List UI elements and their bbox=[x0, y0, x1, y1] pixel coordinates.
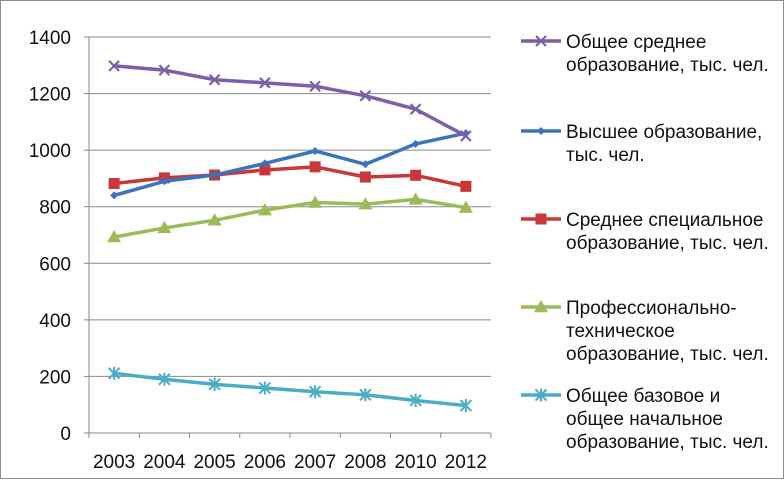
legend-label: техническое bbox=[566, 321, 675, 342]
legend-marker bbox=[534, 388, 548, 402]
x-tick-label: 2012 bbox=[445, 452, 487, 473]
data-point bbox=[411, 139, 420, 148]
data-point bbox=[410, 169, 422, 181]
data-point bbox=[359, 388, 372, 402]
legend-label: Среднее специальное bbox=[566, 210, 763, 231]
legend-item: Профессионально-техническоеобразование, … bbox=[521, 298, 769, 365]
legend-item: Высшее образование,тыс. чел. bbox=[521, 122, 762, 166]
data-point bbox=[309, 80, 321, 92]
legend-marker bbox=[537, 127, 545, 135]
axes: 0 200 400 600 800 1000 1200 1400 2003 2004 2005 200… bbox=[29, 28, 492, 473]
data-point bbox=[108, 60, 120, 72]
legend-marker bbox=[535, 213, 547, 225]
data-point bbox=[208, 73, 221, 86]
data-point bbox=[260, 159, 269, 168]
data-point bbox=[308, 385, 322, 399]
y-tick-label: 1400 bbox=[29, 28, 71, 49]
series-3 bbox=[108, 161, 472, 192]
data-point bbox=[110, 191, 119, 200]
data-point bbox=[259, 77, 271, 89]
series-1 bbox=[108, 60, 472, 142]
series-line bbox=[112, 131, 468, 198]
legend-label: общее начальное bbox=[566, 409, 723, 430]
data-point bbox=[458, 200, 473, 213]
legend-label: образование, тыс. чел. bbox=[566, 233, 769, 254]
data-point bbox=[459, 399, 473, 413]
data-point bbox=[107, 366, 121, 380]
legend-label: тыс. чел. bbox=[566, 145, 645, 166]
legend-label: Общее базовое и bbox=[566, 386, 720, 407]
data-point bbox=[208, 377, 221, 391]
data-point bbox=[207, 213, 222, 226]
data-point bbox=[108, 178, 120, 190]
legend-label: Высшее образование, bbox=[566, 122, 762, 143]
y-tick-label: 400 bbox=[39, 311, 71, 332]
data-point bbox=[409, 103, 422, 115]
data-point bbox=[409, 393, 422, 407]
legend-marker bbox=[535, 35, 547, 47]
data-point bbox=[460, 180, 472, 192]
series-line bbox=[112, 64, 468, 138]
y-tick-label: 600 bbox=[39, 254, 71, 275]
data-point bbox=[160, 177, 169, 186]
series-line bbox=[112, 197, 468, 239]
data-point bbox=[460, 130, 472, 142]
legend-label: Общее среднее bbox=[566, 32, 706, 53]
legend-label: Профессионально- bbox=[566, 298, 737, 319]
series-2 bbox=[110, 129, 470, 200]
data-point bbox=[157, 220, 172, 234]
data-point bbox=[308, 195, 323, 208]
x-tick-label: 2007 bbox=[294, 452, 336, 473]
data-point bbox=[361, 160, 370, 169]
x-tick-label: 2008 bbox=[344, 452, 386, 473]
legend-marker bbox=[534, 300, 548, 313]
data-point bbox=[259, 164, 271, 176]
data-point bbox=[158, 372, 171, 386]
legend-label: образование, тыс. чел. bbox=[566, 432, 769, 453]
series-layer bbox=[107, 60, 473, 413]
data-point bbox=[257, 203, 272, 216]
y-tick-label: 1000 bbox=[29, 141, 71, 162]
x-tick-label: 2005 bbox=[193, 452, 235, 473]
series-5 bbox=[107, 366, 473, 413]
x-tick-label: 2004 bbox=[143, 452, 186, 473]
x-tick-label: 2003 bbox=[93, 452, 135, 473]
data-point bbox=[359, 171, 371, 183]
series-4 bbox=[107, 192, 473, 243]
data-point bbox=[311, 146, 320, 155]
x-tick-label: 2006 bbox=[244, 452, 286, 473]
data-point bbox=[408, 192, 423, 205]
series-line bbox=[112, 371, 468, 408]
data-point bbox=[258, 381, 272, 395]
y-tick-label: 0 bbox=[60, 424, 71, 445]
gridlines bbox=[89, 36, 491, 377]
y-tick-label: 200 bbox=[39, 367, 71, 388]
data-point bbox=[309, 161, 321, 173]
legend-label: образование, тыс. чел. bbox=[566, 55, 769, 76]
data-point bbox=[158, 64, 171, 76]
legend-label: образование, тыс. чел. bbox=[566, 344, 769, 365]
data-point bbox=[107, 229, 122, 243]
data-point bbox=[358, 197, 373, 210]
y-tick-label: 800 bbox=[39, 198, 71, 219]
data-point bbox=[210, 171, 219, 180]
data-point bbox=[359, 90, 372, 102]
y-tick-label: 1200 bbox=[29, 85, 71, 106]
series-line bbox=[112, 165, 468, 189]
x-tick-label: 2010 bbox=[394, 452, 436, 473]
